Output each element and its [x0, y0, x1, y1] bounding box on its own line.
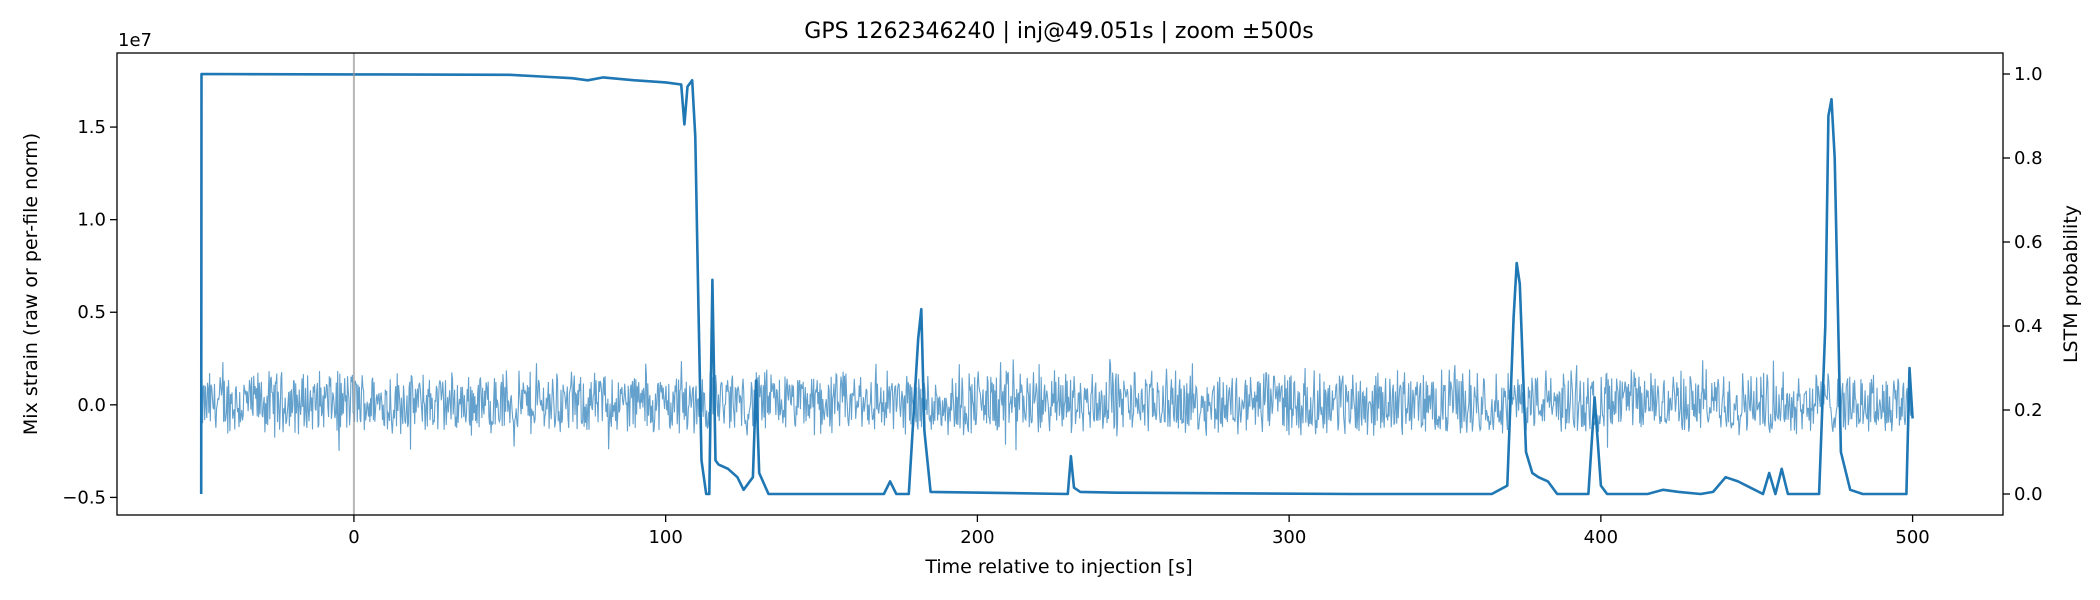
x-tick-label: 0	[348, 527, 359, 548]
x-axis-label: Time relative to injection [s]	[924, 556, 1192, 578]
left-y-axis-label: Mix strain (raw or per-file norm)	[20, 133, 42, 435]
right-y-tick-label: 0.4	[2014, 316, 2043, 337]
probability-series-line	[199, 72, 1914, 496]
left-y-tick-label: 1.5	[77, 117, 106, 138]
left-y-tick-label: 0.5	[77, 302, 106, 323]
right-y-tick-label: 0.8	[2014, 148, 2043, 169]
x-tick-label: 100	[648, 527, 682, 548]
right-y-tick-label: 1.0	[2014, 64, 2043, 85]
left-y-tick-label: −0.5	[62, 487, 106, 508]
right-y-tick-label: 0.2	[2014, 400, 2043, 421]
probability-line	[199, 72, 1914, 496]
chart-title: GPS 1262346240 | inj@49.051s | zoom ±500…	[804, 19, 1313, 44]
strain-line	[200, 359, 1913, 451]
x-axis-ticks: 0 100 200 300 400 500	[348, 515, 1930, 548]
x-tick-label: 300	[1272, 527, 1306, 548]
left-y-tick-label: 0.0	[77, 395, 106, 416]
right-y-tick-label: 0.6	[2014, 232, 2043, 253]
x-tick-label: 400	[1584, 527, 1618, 548]
axes	[116, 52, 2004, 516]
x-tick-label: 200	[960, 527, 994, 548]
left-y-axis-ticks: −0.5 0.0 0.5 1.0 1.5	[62, 117, 117, 508]
left-y-tick-label: 1.0	[77, 210, 106, 231]
left-axis-offset-label: 1e7	[118, 30, 152, 51]
right-y-axis-label: LSTM probability	[2060, 205, 2082, 363]
x-tick-label: 500	[1895, 527, 1929, 548]
right-y-axis-ticks: 0.0 0.2 0.4 0.6 0.8 1.0	[2003, 64, 2043, 505]
strain-series-line	[200, 359, 1913, 451]
plot-frame	[116, 52, 2004, 516]
right-y-tick-label: 0.0	[2014, 484, 2043, 505]
